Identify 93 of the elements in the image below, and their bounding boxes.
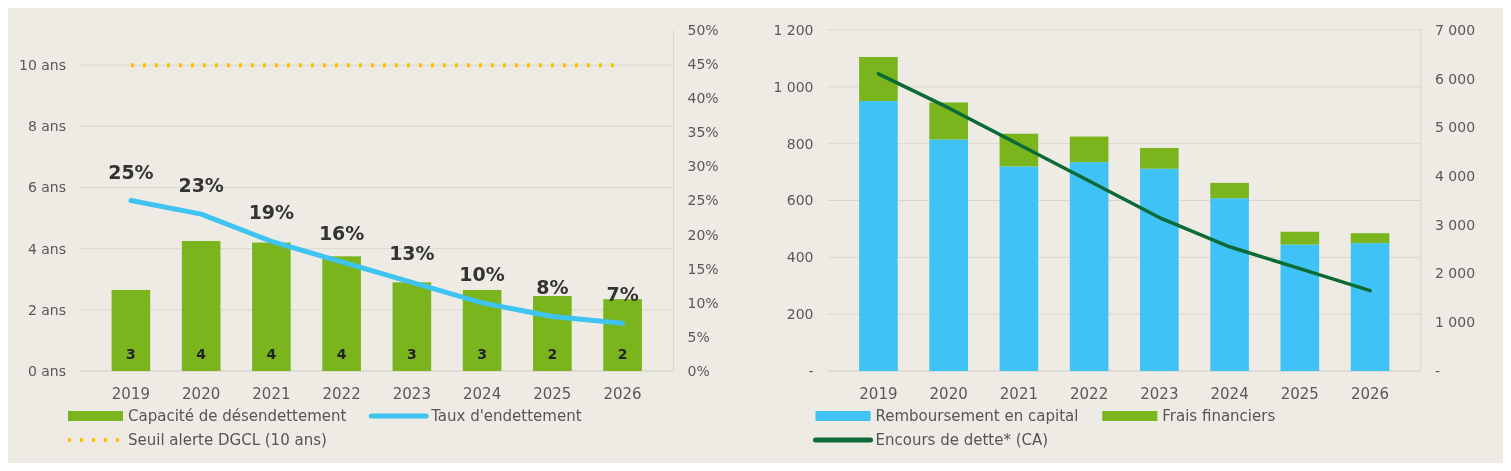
data-label: 2 [617, 346, 628, 362]
y2-tick-label: 4 000 [1435, 168, 1476, 185]
bar [1210, 182, 1249, 199]
bar [1069, 162, 1109, 371]
data-label: 4 [266, 346, 277, 362]
bar [1140, 147, 1179, 169]
line-series [876, 72, 1372, 293]
y2-tick-label: 35% [687, 124, 719, 141]
x-tick-label: 2021 [999, 385, 1038, 403]
y2-tick-label: 5% [687, 328, 710, 345]
y2-tick-label: 5 000 [1435, 119, 1476, 136]
data-label: 13% [389, 242, 435, 265]
bar [859, 101, 898, 371]
y-tick-label: - [808, 362, 814, 379]
data-label: 3 [406, 346, 417, 362]
x-tick-label: 2023 [392, 385, 431, 403]
bar [929, 102, 968, 140]
x-tick-label: 2025 [1280, 385, 1319, 403]
legend-label: Taux d'endettement [430, 407, 582, 425]
bar [999, 166, 1039, 371]
bar [252, 242, 291, 371]
data-label: 8% [536, 276, 569, 299]
y2-tick-label: 6 000 [1435, 70, 1476, 87]
y2-tick-label: 30% [687, 158, 719, 175]
y-tick-label: 800 [786, 135, 814, 152]
data-label: 4 [336, 346, 347, 362]
bar [533, 296, 572, 371]
y-tick-label: 8 ans [27, 118, 66, 135]
y2-tick-label: 0% [687, 362, 710, 379]
x-tick-label: 2024 [463, 385, 502, 403]
bar [181, 241, 221, 371]
data-label: 10% [459, 262, 505, 285]
y2-tick-label: 45% [687, 56, 719, 72]
bar [1069, 136, 1109, 163]
y-tick-label: 10 ans [18, 57, 66, 74]
y-tick-label: 0 ans [27, 362, 66, 379]
x-tick-label: 2022 [1070, 385, 1109, 403]
legend-label: Seuil alerte DGCL (10 ans) [128, 431, 327, 449]
data-label: 3 [477, 346, 487, 362]
bar [1350, 243, 1390, 371]
data-label: 19% [248, 201, 295, 224]
y-tick-label: 1 000 [773, 78, 814, 95]
bar [392, 282, 432, 371]
y2-tick-label: 40% [687, 90, 719, 107]
y-tick-label: 600 [786, 192, 814, 209]
y2-tick-label: 1 000 [1435, 314, 1476, 331]
y2-tick-label: 25% [687, 192, 719, 209]
data-label: 23% [178, 174, 224, 197]
y2-tick-label: 10% [687, 294, 719, 311]
bar [1210, 198, 1249, 371]
y2-tick-label: 7 000 [1435, 21, 1476, 38]
data-label: 16% [318, 221, 365, 244]
data-label: 4 [196, 346, 207, 362]
legend-label: Encours de dette* (CA) [875, 431, 1049, 449]
data-label: 25% [108, 160, 154, 183]
bar [1350, 233, 1390, 244]
bar [929, 139, 968, 371]
y-tick-label: 400 [786, 249, 814, 266]
x-tick-label: 2021 [252, 385, 291, 403]
bar [1280, 231, 1320, 245]
x-tick-label: 2026 [1350, 385, 1390, 403]
y-tick-label: 4 ans [27, 240, 66, 257]
y-tick-label: 1 200 [773, 21, 814, 38]
bar [1280, 244, 1320, 371]
y2-tick-label: 15% [687, 260, 719, 277]
y2-tick-label: 50% [687, 21, 719, 38]
data-label: 2 [547, 346, 558, 362]
x-tick-label: 2022 [322, 385, 361, 403]
x-tick-label: 2023 [1140, 385, 1179, 403]
x-tick-label: 2024 [1210, 385, 1249, 403]
y-tick-label: 200 [786, 306, 814, 323]
bar [111, 289, 151, 371]
bar [1140, 168, 1179, 371]
y-tick-label: 2 ans [27, 301, 66, 318]
legend-label: Capacité de désendettement [128, 407, 347, 425]
x-tick-label: 2019 [859, 385, 898, 403]
bar [859, 57, 898, 102]
bar [603, 299, 642, 371]
legend-label: Frais financiers [1162, 407, 1276, 425]
y2-tick-label: 20% [687, 226, 719, 243]
y-tick-label: 6 ans [27, 179, 66, 196]
x-tick-label: 2026 [603, 385, 642, 403]
y2-tick-label: - [1435, 362, 1441, 379]
bar [322, 256, 361, 371]
data-label: 3 [126, 346, 136, 362]
bar [462, 289, 502, 371]
y2-tick-label: 2 000 [1435, 265, 1476, 282]
x-tick-label: 2025 [533, 385, 572, 403]
x-tick-label: 2020 [182, 385, 221, 403]
legend-label: Remboursement en capital [875, 407, 1079, 425]
x-tick-label: 2019 [111, 385, 151, 403]
x-tick-label: 2020 [929, 385, 968, 403]
y2-tick-label: 3 000 [1435, 216, 1476, 233]
